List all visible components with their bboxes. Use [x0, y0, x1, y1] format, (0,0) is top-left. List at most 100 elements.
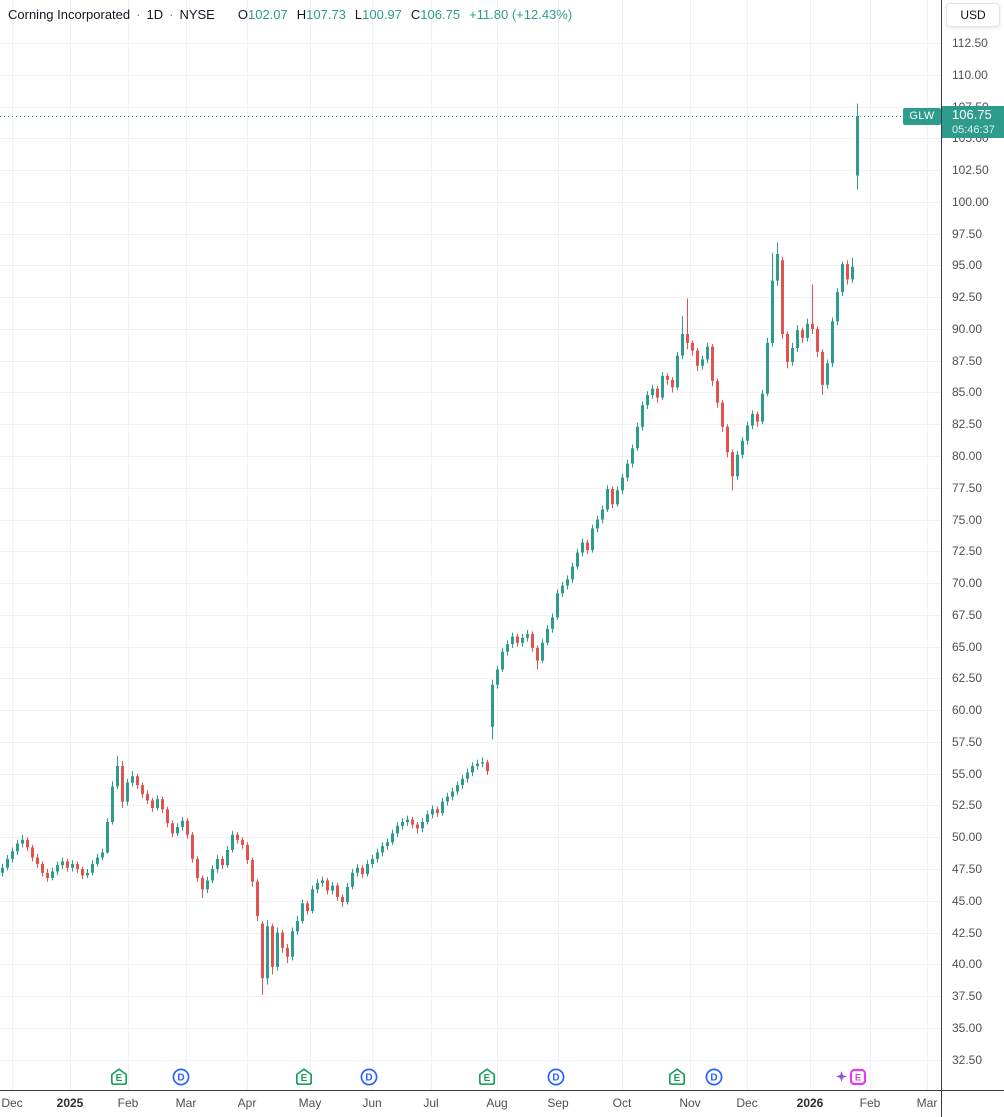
- candle: [851, 257, 854, 284]
- session-countdown: 05:46:37: [952, 124, 995, 136]
- dividend-marker[interactable]: D: [704, 1067, 724, 1087]
- candle: [821, 349, 824, 396]
- candle: [546, 625, 549, 646]
- candle: [336, 882, 339, 901]
- candle: [636, 422, 639, 451]
- dividend-marker[interactable]: D: [359, 1067, 379, 1087]
- svg-text:E: E: [484, 1073, 491, 1084]
- candle: [136, 773, 139, 789]
- candle: [421, 818, 424, 833]
- candle: [836, 288, 839, 326]
- candle: [801, 327, 804, 343]
- currency-toggle-button[interactable]: USD: [946, 3, 1000, 27]
- price-tick-label: 55.00: [952, 766, 983, 781]
- time-tick-label: Jun: [362, 1096, 382, 1110]
- candle: [656, 386, 659, 403]
- candle: [721, 400, 724, 432]
- symbol-header: Corning Incorporated · 1D · NYSE O102.07 H107.…: [8, 5, 572, 25]
- candle: [146, 790, 149, 805]
- earnings-marker[interactable]: E: [667, 1067, 687, 1087]
- svg-text:D: D: [177, 1073, 184, 1084]
- candle: [506, 640, 509, 656]
- candle: [441, 797, 444, 816]
- candle: [481, 757, 484, 768]
- earnings-icon: E: [478, 1068, 496, 1086]
- candle: [651, 384, 654, 399]
- candle: [621, 473, 624, 495]
- candle: [696, 347, 699, 371]
- candle: [26, 837, 29, 852]
- candle: [431, 805, 434, 819]
- time-tick-label: Dec: [736, 1096, 758, 1110]
- high-value: 107.73: [306, 7, 346, 22]
- price-tick-label: 92.50: [952, 290, 983, 305]
- candle: [321, 876, 324, 887]
- price-tick-label: 97.50: [952, 226, 983, 241]
- time-tick-label: Oct: [612, 1096, 632, 1110]
- price-tick-label: 100.00: [952, 194, 989, 209]
- candle: [1, 863, 4, 877]
- close-label: C: [410, 7, 421, 22]
- candle: [596, 515, 599, 533]
- candle: [716, 378, 719, 408]
- earnings-marker[interactable]: E: [477, 1067, 497, 1087]
- time-tick-label: Feb: [859, 1096, 881, 1110]
- candle: [361, 865, 364, 878]
- symbol-ticker-tag: GLW: [903, 108, 941, 125]
- candle: [766, 337, 769, 397]
- earnings-marker[interactable]: E: [294, 1067, 314, 1087]
- dividend-marker[interactable]: D: [546, 1067, 566, 1087]
- candle: [671, 377, 674, 393]
- candle: [841, 261, 844, 296]
- candle: [486, 759, 489, 775]
- candle: [781, 256, 784, 340]
- candle: [576, 548, 579, 570]
- candle: [406, 815, 409, 826]
- candle: [511, 632, 514, 648]
- candles-layer: [1, 103, 859, 995]
- candle: [371, 855, 374, 868]
- dividend-marker[interactable]: D: [171, 1067, 191, 1087]
- dividend-icon: D: [172, 1068, 190, 1086]
- svg-text:D: D: [552, 1073, 559, 1084]
- candle: [476, 759, 479, 770]
- svg-text:E: E: [674, 1073, 681, 1084]
- candle: [66, 858, 69, 872]
- candle: [41, 861, 44, 877]
- candle: [541, 639, 544, 664]
- time-axis[interactable]: Dec 2025 Feb Mar Apr May Jun Jul Aug Sep Oct Nov Dec…: [0, 1091, 1004, 1117]
- price-tick-label: 112.50: [952, 36, 988, 50]
- price-tick-label: 52.50: [952, 798, 983, 813]
- candle: [131, 771, 134, 787]
- price-axis[interactable]: 112.50110.00107.50105.00102.50100.0097.5…: [941, 0, 1004, 1090]
- candle: [556, 589, 559, 620]
- candle: [256, 879, 259, 922]
- price-tick-label: 65.00: [952, 639, 983, 654]
- candle: [36, 853, 39, 868]
- candle: [536, 645, 539, 670]
- upcoming-earnings-marker[interactable]: E: [836, 1067, 868, 1087]
- price-tick-label: 67.50: [952, 607, 983, 622]
- price-tick-label: 90.00: [952, 321, 983, 336]
- event-markers-row: E D E D E D E D E: [109, 1067, 868, 1087]
- candle: [56, 861, 59, 876]
- candle: [646, 391, 649, 409]
- earnings-marker[interactable]: E: [109, 1067, 129, 1087]
- candle: [631, 444, 634, 468]
- candle: [81, 866, 84, 880]
- earnings-icon: E: [110, 1068, 128, 1086]
- candle: [276, 927, 279, 971]
- interval-label[interactable]: 1D: [146, 7, 164, 22]
- candle: [711, 344, 714, 387]
- candle: [326, 877, 329, 895]
- price-tick-label: 102.50: [952, 163, 989, 178]
- candle: [231, 830, 234, 853]
- candle: [571, 562, 574, 584]
- symbol-title[interactable]: Corning Incorporated: [8, 7, 131, 22]
- candle: [676, 351, 679, 390]
- candlestick-chart-pane[interactable]: [0, 0, 941, 1090]
- candle: [491, 679, 494, 740]
- upcoming-earnings-icon: E: [849, 1068, 867, 1086]
- candle: [91, 860, 94, 876]
- price-tick-label: 60.00: [952, 703, 983, 718]
